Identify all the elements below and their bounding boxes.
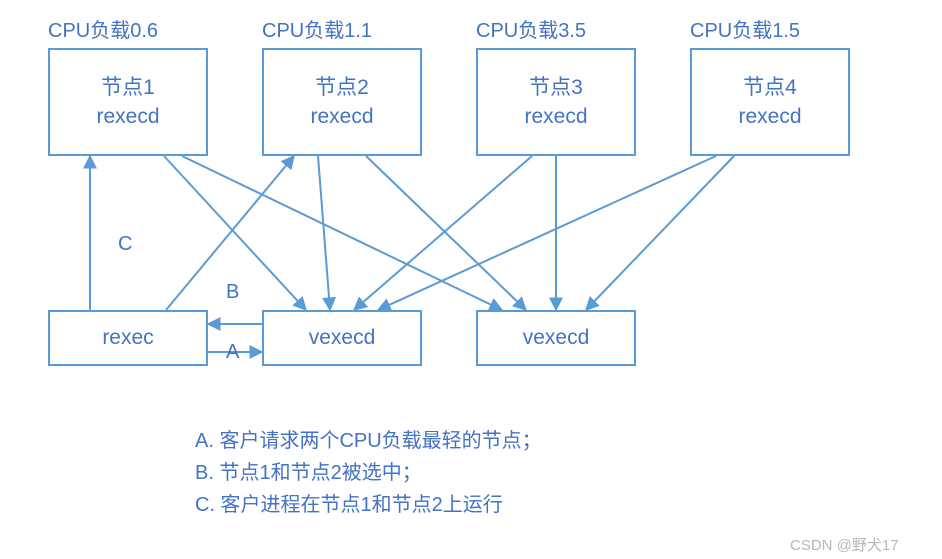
node-box-1: 节点1 rexecd [48, 48, 208, 156]
node4-title: 节点4 [743, 73, 797, 102]
vexecd-box-1: vexecd [262, 310, 422, 366]
edge-n3-vex1 [354, 156, 532, 310]
watermark: CSDN @野犬17 [790, 534, 899, 555]
edge-n4-vex2 [586, 156, 734, 310]
node1-title: 节点1 [101, 73, 155, 102]
node2-sub: rexecd [310, 102, 373, 131]
diagram-canvas: C A B CPU负载0.6 节点1 rexecd CPU负载1.1 节点2 rex… [0, 0, 942, 559]
node3-sub: rexecd [524, 102, 587, 131]
node3-title: 节点3 [529, 73, 583, 102]
edge-n2-vex1 [318, 156, 330, 310]
legend: A. 客户请求两个CPU负载最轻的节点； B. 节点1和节点2被选中； C. 客… [195, 425, 542, 521]
legend-line-a: A. 客户请求两个CPU负载最轻的节点； [195, 425, 542, 457]
edge-n1-vex2 [182, 156, 502, 310]
edge-n4-vex1 [378, 156, 716, 310]
cpu-label-n2: CPU负载1.1 [262, 14, 372, 43]
rexec-label: rexec [102, 323, 153, 352]
edge-n1-vex1 [164, 156, 306, 310]
vexecd2-label: vexecd [523, 323, 590, 352]
legend-line-b: B. 节点1和节点2被选中； [195, 457, 542, 489]
cpu-label-n1: CPU负载0.6 [48, 14, 158, 43]
edge-label-A: A [226, 341, 240, 363]
vexecd-box-2: vexecd [476, 310, 636, 366]
node-box-3: 节点3 rexecd [476, 48, 636, 156]
edge-label-B: B [226, 281, 239, 303]
vexecd1-label: vexecd [309, 323, 376, 352]
node2-title: 节点2 [315, 73, 369, 102]
legend-line-c: C. 客户进程在节点1和节点2上运行 [195, 489, 542, 521]
node-box-2: 节点2 rexecd [262, 48, 422, 156]
node1-sub: rexecd [96, 102, 159, 131]
node-box-4: 节点4 rexecd [690, 48, 850, 156]
edge-n2-vex2 [366, 156, 526, 310]
cpu-label-n3: CPU负载3.5 [476, 14, 586, 43]
rexec-box: rexec [48, 310, 208, 366]
cpu-label-n4: CPU负载1.5 [690, 14, 800, 43]
node4-sub: rexecd [738, 102, 801, 131]
edge-label-C: C [118, 233, 132, 255]
edge-rexec-n2 [166, 156, 294, 310]
